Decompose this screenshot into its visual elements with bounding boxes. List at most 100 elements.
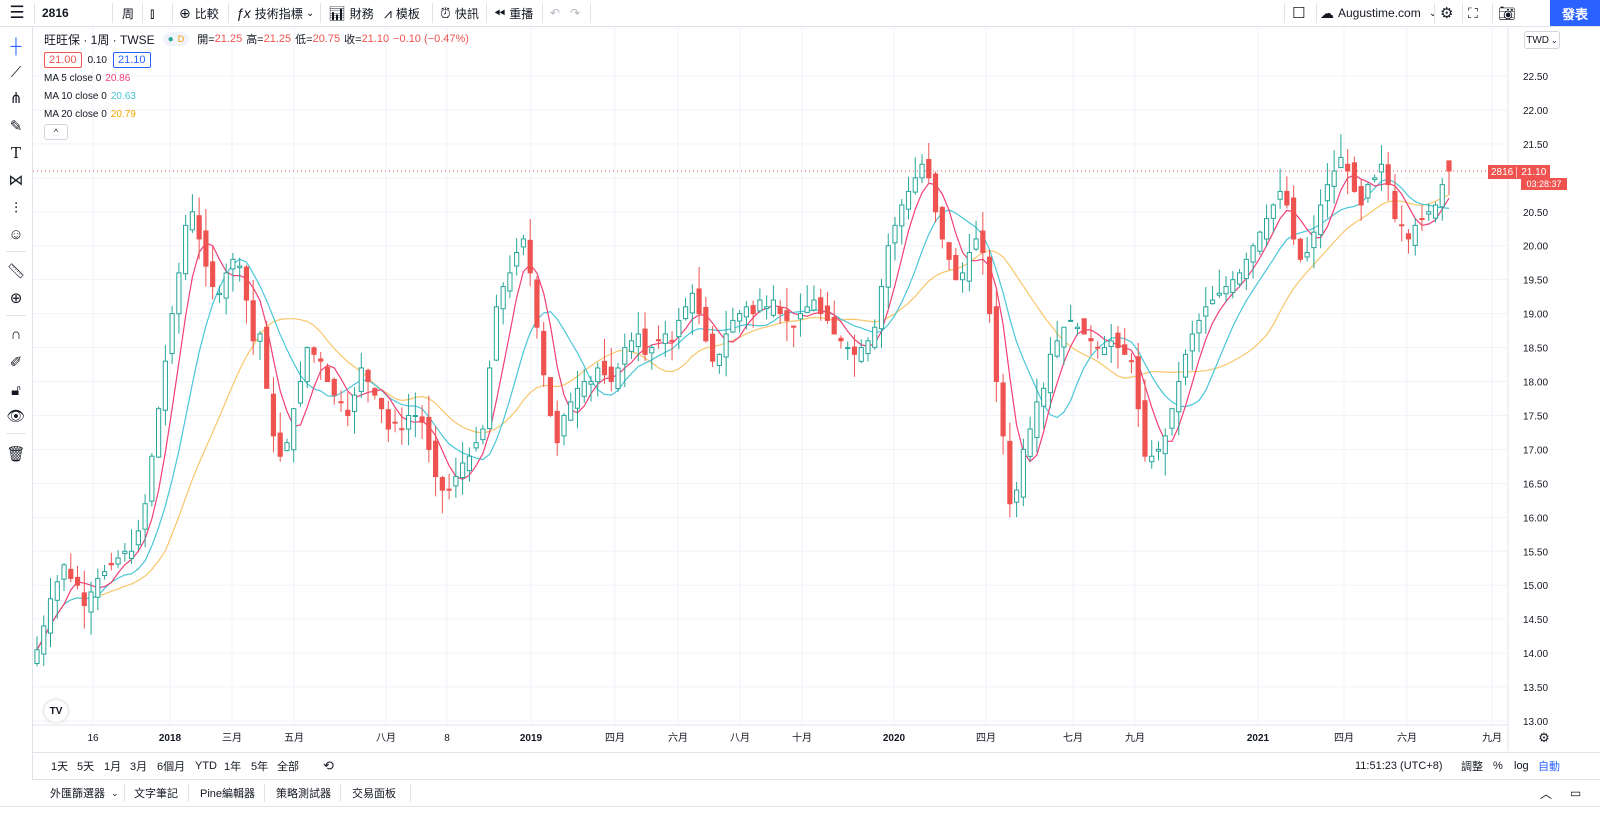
- auto-button[interactable]: 自動: [1538, 761, 1560, 773]
- range-button-1[interactable]: 5天: [77, 761, 95, 773]
- candle-body: [662, 333, 668, 345]
- candle-body: [1345, 163, 1351, 172]
- candle-body: [703, 306, 709, 342]
- legend-title[interactable]: 旺旺保 · 1周 · TWSE: [44, 32, 155, 47]
- price-axis[interactable]: 22.5022.0021.5021.0020.5020.0019.5019.00…: [1507, 27, 1548, 751]
- indicators-dropdown-icon[interactable]: ⌄: [306, 7, 315, 19]
- currency-selector[interactable]: TWD ⌄: [1524, 31, 1560, 49]
- range-button-3[interactable]: 3月: [130, 761, 148, 773]
- range-button-6[interactable]: 1年: [224, 761, 242, 773]
- maximize-panel-icon[interactable]: ▭: [1570, 786, 1582, 800]
- undo-icon[interactable]: ↶: [550, 6, 561, 20]
- candle-body: [1270, 204, 1276, 219]
- trend-line-icon[interactable]: ⟋: [10, 63, 22, 81]
- range-button-8[interactable]: 全部: [277, 761, 299, 773]
- candle-body: [433, 440, 439, 478]
- price-tick-label: 21.50: [1523, 140, 1548, 151]
- chevron-down-icon: ⌄: [1551, 35, 1558, 45]
- rewind-icon: ⏪︎: [494, 4, 506, 21]
- tradingview-logo[interactable]: TV: [44, 700, 68, 722]
- smiley-icon[interactable]: ☺: [8, 225, 24, 243]
- range-button-7[interactable]: 5年: [251, 761, 269, 773]
- candle-body: [1074, 326, 1081, 330]
- panel-tab-text-notes[interactable]: 文字筆記: [134, 780, 178, 806]
- compare-button[interactable]: ⊕ 比較: [179, 0, 219, 26]
- ma5-legend[interactable]: MA 5 close 0 20.86: [44, 69, 469, 87]
- price-chart[interactable]: 22.50 22.00 21.50 21.00 20.50 20.00 19.50 19.00…: [33, 27, 1600, 751]
- fullscreen-square-icon[interactable]: ☐: [1292, 5, 1306, 22]
- alert-button[interactable]: ⏰︎ 快訊: [440, 0, 479, 26]
- interval-button[interactable]: 周: [122, 0, 134, 26]
- open-label: 開=: [197, 34, 215, 46]
- panel-tab-strategy-tester[interactable]: 策略測試器: [276, 780, 331, 806]
- panel-tab-forex-screener[interactable]: 外匯篩選器 ⌄: [50, 780, 119, 806]
- indicators-button[interactable]: ƒx 技術指標: [236, 0, 303, 26]
- candle-body: [845, 347, 851, 350]
- ask-button[interactable]: 21.10: [113, 52, 151, 68]
- axis-settings-gear-icon[interactable]: ⚙: [1538, 730, 1550, 745]
- ma20-legend[interactable]: MA 20 close 0 20.79: [44, 105, 469, 123]
- candle-body: [1101, 347, 1108, 355]
- bid-button[interactable]: 21.00: [44, 52, 82, 68]
- goto-date-icon[interactable]: ⟲: [323, 758, 334, 773]
- brush-icon[interactable]: ✎: [9, 118, 23, 135]
- candle-body: [1000, 382, 1006, 437]
- range-button-2[interactable]: 1月: [104, 761, 122, 773]
- pitchfork-icon[interactable]: ⋔: [9, 90, 23, 107]
- adjust-button[interactable]: 調整: [1461, 761, 1483, 773]
- candle-body: [534, 279, 540, 328]
- zoom-in-icon[interactable]: ⊕: [9, 290, 23, 307]
- financials-button[interactable]: 📊︎ 財務: [328, 0, 374, 26]
- candle-body: [1378, 163, 1385, 173]
- candle-body: [426, 416, 432, 450]
- publish-button[interactable]: 發表: [1550, 0, 1600, 26]
- replay-button[interactable]: ⏪︎ 重播: [494, 0, 533, 26]
- panel-tab-pine-editor[interactable]: Pine編輯器: [200, 780, 255, 806]
- log-button[interactable]: log: [1514, 760, 1529, 772]
- candle-body: [791, 325, 797, 328]
- legend-collapse-button[interactable]: ^: [44, 124, 68, 140]
- percent-button[interactable]: %: [1493, 760, 1503, 772]
- lock-icon[interactable]: 🔓︎: [11, 381, 21, 399]
- text-tool-icon[interactable]: T: [10, 144, 21, 162]
- eye-icon[interactable]: 👁︎: [6, 408, 26, 425]
- lock-drawing-icon[interactable]: ✐: [9, 354, 23, 371]
- chevron-up-icon[interactable]: ︿: [1540, 786, 1553, 801]
- candle-style-icon[interactable]: ⫾: [150, 4, 155, 21]
- candle-body: [588, 381, 594, 385]
- prediction-icon[interactable]: ⫶: [14, 199, 18, 217]
- layout-button[interactable]: ☁ Augustime.com ⌄: [1320, 0, 1437, 26]
- panel-tab-trading-panel[interactable]: 交易面板: [352, 780, 396, 806]
- templates-button[interactable]: ⩘ 模板: [384, 0, 420, 26]
- trash-icon[interactable]: 🗑︎: [6, 446, 26, 463]
- clock-timezone[interactable]: 11:51:23 (UTC+8): [1355, 760, 1443, 772]
- crosshair-icon[interactable]: ┼: [10, 37, 22, 55]
- camera-icon[interactable]: 📷︎: [1498, 4, 1516, 21]
- candle-body: [568, 401, 574, 421]
- candle-body: [777, 306, 783, 315]
- time-tick-label: 16: [87, 733, 99, 744]
- ma10-legend[interactable]: MA 10 close 0 20.63: [44, 87, 469, 105]
- fx-icon: ƒx: [236, 5, 251, 21]
- ruler-icon[interactable]: 📏︎: [6, 263, 26, 280]
- range-button-0[interactable]: 1天: [51, 761, 69, 773]
- gear-icon[interactable]: ⚙: [1440, 5, 1454, 22]
- time-axis[interactable]: 16 2018 三月 五月 八月 8 2019 四月 六月 八月 十月 2020 四月 七月 九月 2021 四…: [33, 724, 1508, 744]
- pattern-icon[interactable]: ⋈: [8, 172, 24, 189]
- expand-icon[interactable]: ⛶: [1468, 4, 1478, 21]
- magnet-icon[interactable]: ∩: [10, 325, 22, 343]
- range-button-5[interactable]: YTD: [195, 760, 217, 772]
- price-tick-label: 22.50: [1523, 72, 1548, 83]
- menu-icon[interactable]: ☰: [9, 3, 25, 22]
- candle-body: [811, 299, 817, 311]
- redo-icon[interactable]: ↷: [570, 6, 581, 20]
- candle-body: [297, 381, 304, 404]
- candle-body: [628, 340, 635, 352]
- market-status-badge[interactable]: ● D: [162, 32, 190, 46]
- cloud-icon: ☁: [1320, 4, 1334, 21]
- range-button-4[interactable]: 6個月: [157, 761, 186, 773]
- high-label: 高=: [246, 34, 264, 46]
- time-tick-label: 七月: [1063, 732, 1083, 744]
- candle-body: [1041, 387, 1047, 407]
- symbol-search[interactable]: 2816: [42, 0, 108, 26]
